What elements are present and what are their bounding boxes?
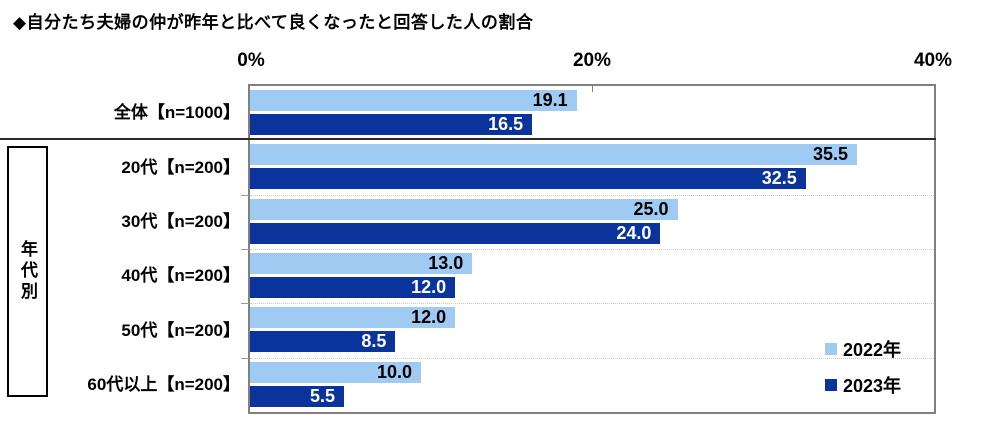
left-axis-tick-mark (241, 195, 249, 196)
bar-value-label: 13.0 (428, 253, 464, 273)
category-label: 20代【n=200】 (121, 158, 240, 177)
legend-label-2023: 2023年 (843, 376, 902, 396)
legend-swatch-2023-icon (825, 379, 837, 391)
bar-2023: 8.5 (250, 331, 396, 353)
bar-2022: 10.0 (250, 361, 421, 383)
group-box: 年代別 (7, 146, 48, 397)
bar-2022: 13.0 (250, 253, 473, 274)
group-label: 年代別 (18, 240, 37, 303)
bar-value-label: 12.0 (411, 307, 447, 328)
legend-item-2022: 2022年 (825, 338, 901, 360)
category-label: 30代【n=200】 (121, 212, 240, 231)
bar-rows: 19.1 16.5 35.5 32.5 25.0 24.0 13.0 12.0 12.0 8.5 1… (250, 86, 934, 412)
chart-row: 35.5 32.5 (250, 140, 934, 194)
bar-value-label: 5.5 (310, 385, 336, 406)
legend-item-2023: 2023年 (825, 374, 901, 396)
axis-tick-mark-20pct (592, 86, 593, 92)
bar-2022: 25.0 (250, 198, 678, 220)
chart-row: 13.0 12.0 (250, 249, 934, 303)
left-axis-tick-mark (241, 249, 249, 250)
category-label: 40代【n=200】 (121, 266, 240, 285)
chart-row: 12.0 8.5 (250, 303, 934, 357)
group-separator-line (0, 138, 936, 140)
legend: 2022年 2023年 (825, 338, 901, 410)
legend-swatch-2022-icon (825, 343, 837, 355)
x-axis-tick-0: 0% (237, 50, 265, 71)
bar-2023: 16.5 (250, 114, 533, 135)
bar-2022: 35.5 (250, 144, 858, 166)
bar-value-label: 24.0 (616, 222, 652, 243)
legend-label-2022: 2022年 (843, 340, 902, 360)
bar-2022: 19.1 (250, 90, 577, 111)
bar-value-label: 19.1 (532, 90, 568, 110)
x-axis-tick-20: 20% (572, 50, 612, 71)
bar-2023: 32.5 (250, 168, 806, 190)
left-axis-tick-mark (241, 358, 249, 359)
x-axis-tick-40: 40% (913, 50, 953, 71)
bar-value-label: 16.5 (488, 114, 524, 134)
bar-value-label: 8.5 (361, 331, 387, 352)
row-separator (250, 249, 934, 250)
chart-title: ◆自分たち夫婦の仲が昨年と比べて良くなったと回答した人の割合 (13, 13, 534, 32)
bar-2023: 24.0 (250, 222, 661, 244)
bar-2023: 5.5 (250, 385, 345, 407)
bar-value-label: 35.5 (813, 144, 849, 165)
category-label: 60代以上【n=200】 (87, 375, 240, 394)
row-separator (250, 357, 934, 359)
chart-row: 10.0 5.5 (250, 358, 934, 412)
bar-value-label: 12.0 (411, 277, 447, 297)
bar-value-label: 10.0 (376, 361, 412, 382)
category-label: 全体【n=1000】 (113, 103, 240, 122)
row-separator (250, 194, 934, 196)
row-separator (250, 303, 934, 305)
bar-2022: 12.0 (250, 307, 456, 329)
left-axis-tick-mark (241, 303, 249, 304)
bar-2023: 12.0 (250, 277, 456, 298)
bar-value-label: 25.0 (633, 198, 669, 219)
category-label: 50代【n=200】 (121, 321, 240, 340)
bar-value-label: 32.5 (761, 168, 797, 189)
chart-row: 25.0 24.0 (250, 195, 934, 249)
chart-row: 19.1 16.5 (250, 86, 934, 140)
